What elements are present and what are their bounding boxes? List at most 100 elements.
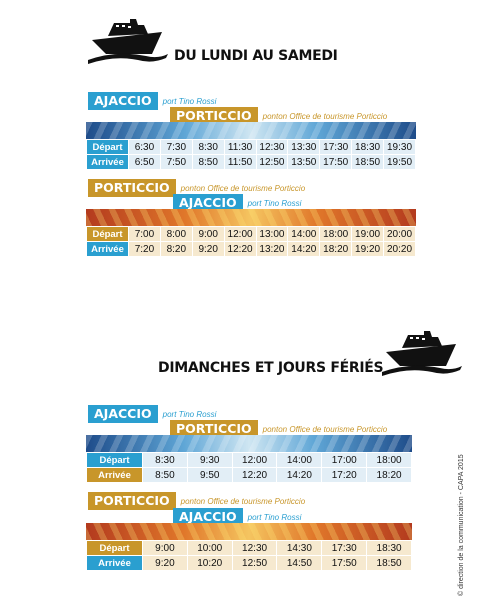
time-cell: 9:50 bbox=[186, 467, 233, 483]
time-cell: 20:20 bbox=[383, 241, 416, 257]
section-title-sunday: DIMANCHES ET JOURS FÉRIÉS bbox=[158, 360, 384, 376]
origin-chip: PORTICCIO bbox=[88, 179, 176, 197]
time-cell: 12:30 bbox=[231, 540, 278, 556]
time-cell: 19:50 bbox=[383, 154, 416, 170]
arrive-row: Arrivée 9:20 10:20 12:50 14:50 17:50 18:50 bbox=[86, 555, 412, 571]
depart-label: Départ bbox=[86, 139, 129, 155]
time-cell: 9:20 bbox=[142, 555, 188, 571]
ship-icon bbox=[382, 331, 462, 376]
origin-note: ponton Office de tourisme Porticcio bbox=[180, 496, 306, 506]
time-cell: 17:50 bbox=[319, 154, 353, 170]
time-cell: 8:00 bbox=[159, 226, 193, 242]
time-cell: 18:30 bbox=[351, 139, 384, 155]
time-cell: 8:30 bbox=[142, 452, 188, 468]
time-cell: 7:20 bbox=[128, 241, 161, 257]
route-header-sunday-ret-from: PORTICCIO ponton Office de tourisme Port… bbox=[88, 492, 305, 510]
time-cell: 13:20 bbox=[255, 241, 289, 257]
route-header-sunday-out-from: AJACCIO port Tino Rossi bbox=[88, 405, 216, 423]
destination-chip: AJACCIO bbox=[173, 194, 243, 212]
time-cell: 9:00 bbox=[191, 226, 225, 242]
timetable-weekday-out: Départ 6:30 7:30 8:30 11:30 12:30 13:30 17:30 18… bbox=[86, 139, 416, 170]
time-cell: 12:00 bbox=[231, 452, 278, 468]
time-cell: 14:00 bbox=[276, 452, 323, 468]
decorative-wave-band bbox=[86, 122, 416, 140]
time-cell: 9:30 bbox=[186, 452, 233, 468]
depart-label: Départ bbox=[86, 226, 129, 242]
time-cell: 18:20 bbox=[366, 467, 412, 483]
time-cell: 7:00 bbox=[128, 226, 161, 242]
time-cell: 8:30 bbox=[191, 139, 225, 155]
origin-chip: AJACCIO bbox=[88, 405, 158, 423]
time-cell: 18:50 bbox=[366, 555, 412, 571]
time-cell: 17:30 bbox=[321, 540, 368, 556]
arrive-row: Arrivée 6:50 7:50 8:50 11:50 12:50 13:50 17:50 1… bbox=[86, 154, 416, 170]
depart-row: Départ 7:00 8:00 9:00 12:00 13:00 14:00 18:00 19… bbox=[86, 226, 416, 242]
time-cell: 13:50 bbox=[287, 154, 321, 170]
route-header-sunday-out-to: PORTICCIO ponton Office de tourisme Port… bbox=[170, 420, 387, 438]
origin-note: port Tino Rossi bbox=[162, 409, 217, 419]
route-header-weekday-out-from: AJACCIO port Tino Rossi bbox=[88, 92, 216, 110]
time-cell: 13:30 bbox=[287, 139, 321, 155]
timetable-sunday-ret: Départ 9:00 10:00 12:30 14:30 17:30 18:30 Arri… bbox=[86, 540, 412, 571]
time-cell: 18:30 bbox=[366, 540, 412, 556]
destination-note: port Tino Rossi bbox=[247, 198, 302, 208]
time-cell: 20:00 bbox=[383, 226, 416, 242]
time-cell: 14:20 bbox=[287, 241, 321, 257]
time-cell: 7:50 bbox=[159, 154, 193, 170]
time-cell: 18:00 bbox=[319, 226, 353, 242]
route-header-weekday-ret-to: AJACCIO port Tino Rossi bbox=[173, 194, 301, 212]
time-cell: 18:50 bbox=[351, 154, 384, 170]
destination-chip: AJACCIO bbox=[173, 508, 243, 526]
time-cell: 13:00 bbox=[255, 226, 289, 242]
depart-row: Départ 6:30 7:30 8:30 11:30 12:30 13:30 17:30 18… bbox=[86, 139, 416, 155]
destination-chip: PORTICCIO bbox=[170, 107, 258, 125]
depart-label: Départ bbox=[86, 452, 143, 468]
arrive-label: Arrivée bbox=[86, 154, 129, 170]
time-cell: 6:50 bbox=[128, 154, 161, 170]
arrive-label: Arrivée bbox=[86, 241, 129, 257]
origin-chip: AJACCIO bbox=[88, 92, 158, 110]
section-title-weekday: DU LUNDI AU SAMEDI bbox=[174, 48, 338, 64]
decorative-wave-band bbox=[86, 435, 412, 453]
time-cell: 12:20 bbox=[231, 467, 278, 483]
credit-text: © direction de la communication - CAPA 2… bbox=[458, 454, 465, 596]
origin-note: port Tino Rossi bbox=[162, 96, 217, 106]
time-cell: 8:20 bbox=[159, 241, 193, 257]
time-cell: 19:30 bbox=[383, 139, 416, 155]
destination-note: ponton Office de tourisme Porticcio bbox=[262, 424, 388, 434]
time-cell: 6:30 bbox=[128, 139, 161, 155]
arrive-row: Arrivée 8:50 9:50 12:20 14:20 17:20 18:20 bbox=[86, 467, 412, 483]
time-cell: 11:30 bbox=[223, 139, 257, 155]
time-cell: 17:00 bbox=[321, 452, 368, 468]
route-header-weekday-ret-from: PORTICCIO ponton Office de tourisme Port… bbox=[88, 179, 305, 197]
time-cell: 19:00 bbox=[351, 226, 384, 242]
depart-label: Départ bbox=[86, 540, 143, 556]
time-cell: 10:00 bbox=[186, 540, 233, 556]
time-cell: 12:30 bbox=[255, 139, 289, 155]
time-cell: 14:50 bbox=[276, 555, 323, 571]
destination-note: port Tino Rossi bbox=[247, 512, 302, 522]
timetable-weekday-ret: Départ 7:00 8:00 9:00 12:00 13:00 14:00 18:00 19… bbox=[86, 226, 416, 257]
decorative-sun-band bbox=[86, 523, 412, 541]
time-cell: 17:50 bbox=[321, 555, 368, 571]
arrive-label: Arrivée bbox=[86, 555, 143, 571]
time-cell: 17:20 bbox=[321, 467, 368, 483]
time-cell: 12:50 bbox=[255, 154, 289, 170]
time-cell: 8:50 bbox=[142, 467, 188, 483]
time-cell: 9:00 bbox=[142, 540, 188, 556]
time-cell: 18:20 bbox=[319, 241, 353, 257]
route-header-sunday-ret-to: AJACCIO port Tino Rossi bbox=[173, 508, 301, 526]
depart-row: Départ 8:30 9:30 12:00 14:00 17:00 18:00 bbox=[86, 452, 412, 468]
time-cell: 18:00 bbox=[366, 452, 412, 468]
ship-icon bbox=[88, 19, 168, 64]
time-cell: 14:00 bbox=[287, 226, 321, 242]
destination-chip: PORTICCIO bbox=[170, 420, 258, 438]
time-cell: 12:00 bbox=[223, 226, 257, 242]
time-cell: 12:20 bbox=[223, 241, 257, 257]
time-cell: 14:30 bbox=[276, 540, 323, 556]
decorative-sun-band bbox=[86, 209, 416, 227]
time-cell: 12:50 bbox=[231, 555, 278, 571]
time-cell: 7:30 bbox=[159, 139, 193, 155]
origin-chip: PORTICCIO bbox=[88, 492, 176, 510]
origin-note: ponton Office de tourisme Porticcio bbox=[180, 183, 306, 193]
